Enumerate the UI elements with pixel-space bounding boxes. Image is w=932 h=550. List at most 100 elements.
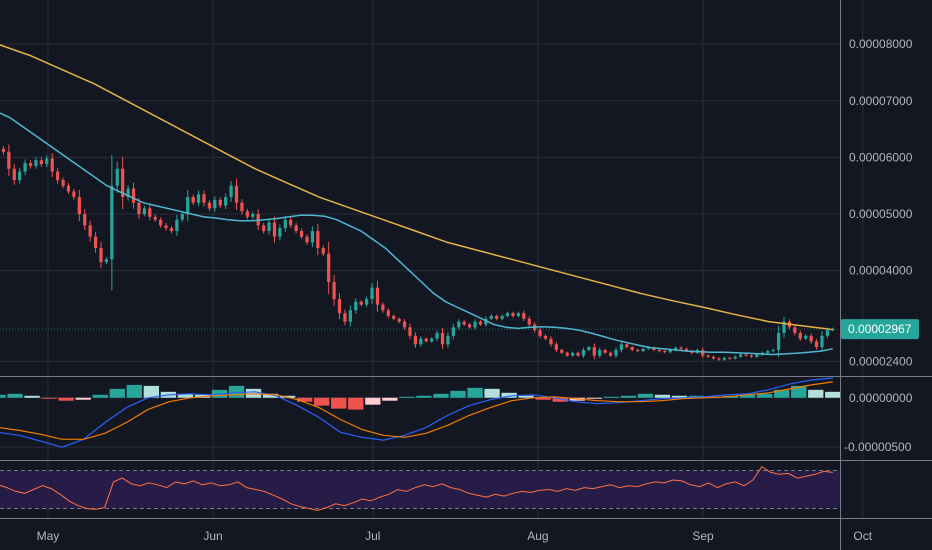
candle-body — [825, 330, 830, 336]
time-tick-label: Sep — [692, 529, 714, 543]
candle-body — [663, 351, 667, 353]
price-axis[interactable]: 0.00008000 0.00007000 0.00006000 0.00005000… — [849, 37, 913, 368]
candle-body — [186, 197, 190, 215]
candle-body — [1, 148, 6, 152]
candle-body — [581, 349, 586, 356]
candle-body — [153, 216, 157, 220]
candle-body — [7, 151, 11, 169]
last-price-label: 0.00002967 — [848, 322, 912, 336]
candle-body — [413, 335, 418, 345]
candle-body — [473, 321, 477, 328]
candle-body — [511, 313, 515, 316]
candle-body — [251, 214, 255, 217]
macd-histogram-bar — [279, 395, 296, 398]
candle-body — [207, 202, 212, 209]
price-tick-label: 0.00004000 — [849, 264, 913, 278]
rsi-indicator — [0, 466, 840, 511]
candle-body — [88, 225, 92, 237]
price-tick-label: 0.00005000 — [849, 207, 913, 221]
candle-body — [457, 321, 461, 328]
macd-histogram-bar — [75, 397, 91, 400]
candle-body — [598, 349, 602, 356]
candle-body — [131, 188, 136, 203]
candle-body — [652, 347, 656, 350]
candle-body — [500, 315, 504, 319]
time-tick-label: Oct — [853, 529, 872, 543]
candle-body — [364, 298, 369, 305]
candle-body — [402, 321, 407, 328]
macd-histogram-bar — [535, 397, 551, 400]
candle-body — [121, 168, 125, 198]
candle-body — [782, 321, 786, 333]
candle-body — [516, 313, 521, 316]
candle-body — [99, 248, 103, 263]
candle-body — [424, 338, 428, 342]
macd-histogram-bar — [450, 390, 466, 398]
macd-histogram-bar — [586, 397, 602, 399]
macd-histogram-bar — [92, 394, 108, 398]
macd-histogram-bar — [791, 385, 807, 398]
candle-body — [180, 214, 184, 220]
candle-body — [126, 188, 130, 198]
candle-body — [711, 356, 716, 359]
macd-histogram-bar — [774, 389, 790, 398]
macd-histogram-bar — [314, 397, 330, 406]
candle-body — [381, 304, 385, 311]
ma-slow-line — [0, 44, 833, 331]
macd-histogram-bar — [416, 395, 432, 398]
candle-body — [440, 332, 445, 345]
macd-axis[interactable]: 0.00000000 -0.00000500 — [844, 391, 913, 454]
candle-body — [684, 348, 689, 352]
candle-body — [744, 354, 748, 356]
time-tick-label: Aug — [527, 529, 548, 543]
candle-body — [543, 335, 548, 339]
macd-histogram-bar — [143, 385, 159, 398]
candle-body — [12, 168, 16, 181]
candle-body — [310, 231, 315, 243]
candle-body — [234, 185, 239, 203]
candle-body — [23, 163, 27, 172]
rsi-band-fill — [0, 470, 840, 509]
candle-body — [722, 357, 727, 360]
candle-body — [717, 358, 721, 360]
candle-body — [430, 338, 434, 342]
candle-body — [657, 349, 661, 352]
macd-line — [0, 377, 833, 448]
candle-body — [375, 287, 380, 305]
candle-body — [299, 231, 304, 237]
macd-histogram-bar — [109, 388, 125, 398]
macd-histogram-bar — [603, 396, 619, 398]
candle-body — [272, 222, 277, 237]
candle-body — [137, 202, 141, 215]
candle-body — [614, 349, 618, 356]
candle-body — [142, 208, 146, 215]
macd-histogram-bar — [518, 395, 534, 398]
macd-indicator — [0, 377, 841, 448]
time-axis[interactable]: May Jun Jul Aug Sep Oct — [37, 529, 873, 543]
candle-body — [435, 332, 439, 339]
macd-histogram-bar — [501, 392, 517, 398]
macd-histogram-bar — [739, 394, 756, 398]
candle-body — [522, 313, 526, 319]
candle-body — [798, 332, 802, 339]
candle-body — [728, 357, 732, 359]
candle-body — [739, 354, 743, 357]
candle-body — [630, 347, 634, 350]
candle-body — [565, 352, 569, 356]
candle-body — [332, 282, 336, 299]
macd-histogram-bar — [825, 391, 841, 398]
macd-histogram-bar — [808, 389, 824, 398]
candle-body — [337, 298, 342, 314]
candle-body — [343, 313, 347, 322]
candle-body — [560, 349, 564, 353]
price-tick-label: 0.00008000 — [849, 37, 913, 51]
macd-histogram-bar — [654, 394, 671, 398]
macd-histogram-bar — [262, 393, 279, 398]
candle-body — [224, 197, 228, 206]
candle-body — [673, 347, 678, 350]
candle-body — [776, 332, 781, 350]
candle-body — [592, 347, 596, 356]
candle-body — [359, 301, 363, 305]
